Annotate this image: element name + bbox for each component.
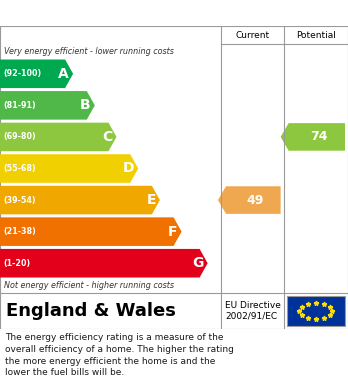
Text: C: C bbox=[102, 130, 112, 144]
Polygon shape bbox=[0, 186, 160, 214]
Text: (1-20): (1-20) bbox=[3, 259, 30, 268]
Text: (21-38): (21-38) bbox=[3, 227, 36, 236]
Polygon shape bbox=[0, 123, 117, 151]
Text: F: F bbox=[168, 225, 177, 239]
Text: Not energy efficient - higher running costs: Not energy efficient - higher running co… bbox=[4, 282, 174, 291]
Text: E: E bbox=[147, 193, 156, 207]
Text: (92-100): (92-100) bbox=[3, 69, 41, 78]
Polygon shape bbox=[0, 249, 208, 278]
Text: Potential: Potential bbox=[296, 30, 336, 39]
Text: D: D bbox=[123, 161, 134, 176]
Text: 74: 74 bbox=[310, 131, 327, 143]
Text: England & Wales: England & Wales bbox=[6, 302, 176, 320]
Text: (81-91): (81-91) bbox=[3, 101, 36, 110]
Text: (55-68): (55-68) bbox=[3, 164, 36, 173]
Polygon shape bbox=[0, 91, 95, 120]
Text: (69-80): (69-80) bbox=[3, 133, 36, 142]
Text: The energy efficiency rating is a measure of the
overall efficiency of a home. T: The energy efficiency rating is a measur… bbox=[5, 333, 234, 377]
Polygon shape bbox=[280, 123, 345, 151]
Polygon shape bbox=[0, 217, 182, 246]
Polygon shape bbox=[0, 59, 73, 88]
Text: Current: Current bbox=[235, 30, 269, 39]
Text: 49: 49 bbox=[247, 194, 264, 206]
Text: Energy Efficiency Rating: Energy Efficiency Rating bbox=[73, 5, 275, 20]
Text: G: G bbox=[192, 256, 204, 270]
Bar bbox=[287, 296, 345, 326]
Polygon shape bbox=[218, 186, 280, 214]
Text: B: B bbox=[80, 99, 91, 112]
Polygon shape bbox=[0, 154, 138, 183]
Text: A: A bbox=[58, 67, 69, 81]
Text: Very energy efficient - lower running costs: Very energy efficient - lower running co… bbox=[4, 47, 174, 56]
Text: (39-54): (39-54) bbox=[3, 196, 35, 204]
Text: EU Directive
2002/91/EC: EU Directive 2002/91/EC bbox=[225, 301, 281, 321]
